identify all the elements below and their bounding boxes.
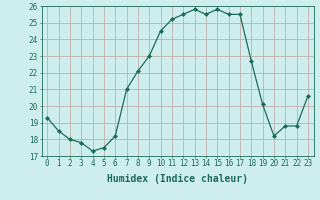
X-axis label: Humidex (Indice chaleur): Humidex (Indice chaleur) — [107, 174, 248, 184]
